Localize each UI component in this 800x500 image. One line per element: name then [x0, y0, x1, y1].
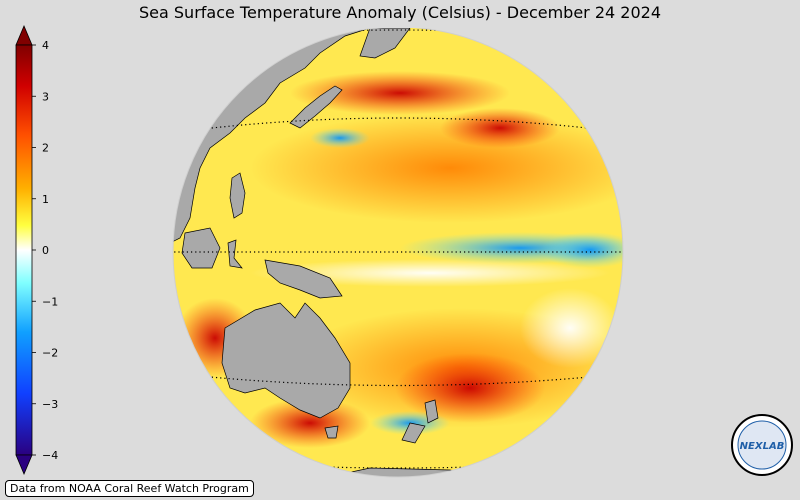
white-band-equator [250, 259, 610, 287]
globe-outline [172, 28, 624, 478]
hot-anomaly-northeast [440, 108, 560, 148]
antarctica [299, 467, 511, 477]
kamchatka [359, 28, 411, 59]
nexlab-logo: NEXLAB [731, 414, 793, 476]
colorbar-top-arrow [15, 24, 33, 46]
australia [221, 302, 351, 419]
cold-patch-north [310, 128, 370, 148]
colorbar-bottom-arrow [15, 454, 33, 476]
borneo [181, 227, 221, 269]
colorbar-tick-label: 3 [42, 90, 49, 103]
hot-anomaly-kuroshio [290, 71, 510, 115]
colorbar-tick-label: 1 [42, 193, 49, 206]
tasmania [324, 425, 339, 439]
colorbar-tick-label: −3 [42, 398, 58, 411]
colorbar: 4 3 2 1 0 −1 −2 −3 −4 [15, 24, 58, 476]
colorbar-tick-label: −2 [42, 347, 58, 360]
colorbar-gradient [15, 44, 33, 456]
globe-map [172, 28, 624, 478]
map-title: Sea Surface Temperature Anomaly (Celsius… [139, 3, 661, 22]
hot-anomaly-tasman [250, 398, 370, 448]
new-guinea [264, 259, 343, 299]
white-patch-southeast [520, 288, 620, 368]
cold-anomaly-equatorial-east [540, 232, 623, 268]
logo-text: NEXLAB [740, 441, 785, 452]
philippines [229, 172, 246, 219]
colorbar-tick-label: 0 [42, 244, 49, 257]
colorbar-tick-label: 2 [42, 142, 49, 155]
new-zealand [401, 399, 439, 444]
colorbar-tick-label: 4 [42, 39, 49, 52]
japan-island [289, 85, 343, 129]
colorbar-tick-label: −1 [42, 295, 58, 308]
alaska [499, 28, 531, 44]
colorbar-tick-label: −4 [42, 449, 58, 462]
data-credit: Data from NOAA Coral Reef Watch Program [5, 480, 254, 497]
sulawesi [227, 239, 243, 269]
